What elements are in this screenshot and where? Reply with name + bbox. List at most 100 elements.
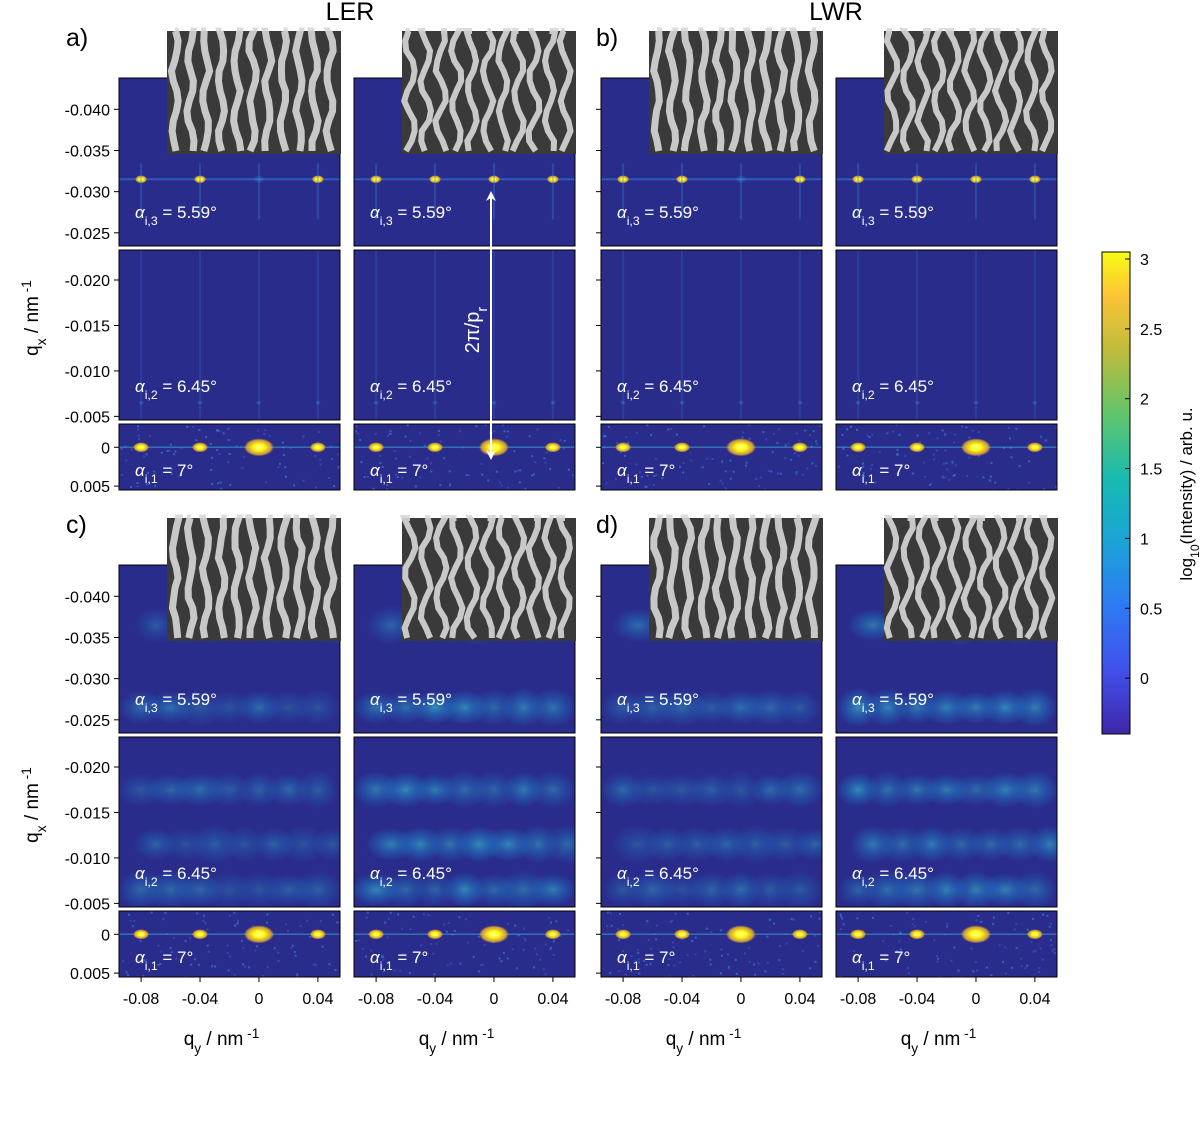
angle-label-part: i,3 [627, 214, 640, 228]
noise-pixel [1055, 426, 1057, 429]
noise-pixel [650, 434, 653, 437]
noise-pixel [196, 912, 199, 915]
noise-pixel [1042, 913, 1045, 916]
noise-pixel [273, 947, 276, 950]
sem-line [991, 28, 1010, 152]
noise-pixel [862, 475, 865, 478]
colorbar-tick-label: 2.5 [1140, 322, 1162, 339]
noise-pixel [868, 436, 871, 439]
bragg-peak [311, 175, 324, 184]
noise-pixel [994, 481, 997, 484]
noise-pixel [291, 944, 294, 947]
angle-label: αi,3 = 5.59° [617, 690, 699, 715]
noise-pixel [189, 937, 192, 940]
angle-label-part: = 5.59° [875, 203, 934, 222]
faint-peak [737, 400, 744, 406]
noise-pixel [989, 475, 992, 478]
noise-pixel [992, 916, 995, 919]
noise-pixel [604, 435, 607, 438]
noise-pixel [242, 963, 245, 966]
heatmap-content [601, 424, 822, 490]
noise-pixel [890, 924, 893, 927]
noise-pixel [617, 928, 620, 931]
noise-pixel [235, 444, 238, 447]
noise-pixel [514, 470, 517, 473]
noise-pixel [355, 425, 358, 428]
noise-pixel [1007, 426, 1010, 429]
noise-pixel [959, 975, 962, 977]
noise-pixel [932, 453, 935, 456]
angle-label-part: i,1 [380, 472, 393, 486]
noise-pixel [401, 927, 404, 930]
noise-pixel [544, 943, 547, 946]
noise-pixel [241, 467, 244, 470]
y-tick-label: -0.010 [65, 851, 110, 868]
noise-pixel [988, 479, 991, 482]
noise-pixel [315, 963, 318, 966]
diffuse-peak [312, 827, 340, 861]
angle-label-part: = 6.45° [640, 377, 699, 396]
noise-pixel [720, 954, 723, 957]
y-tick-label-part: 0 [101, 927, 110, 944]
noise-pixel [409, 440, 412, 443]
heatmap-background [601, 250, 822, 420]
y-tick-label: 0.005 [70, 966, 110, 983]
noise-pixel [355, 939, 358, 942]
noise-pixel [162, 918, 165, 921]
noise-pixel [856, 428, 859, 431]
noise-pixel [543, 457, 546, 460]
noise-pixel [772, 432, 775, 435]
noise-pixel [122, 960, 125, 963]
y-tick-label: 0 [101, 440, 110, 457]
colorbar [1101, 251, 1131, 735]
sem-line [898, 28, 916, 153]
noise-pixel [636, 948, 639, 951]
angle-label-part: α [617, 377, 628, 396]
diffuse-peak [1012, 870, 1057, 907]
heatmap-content [836, 424, 1057, 490]
noise-pixel [672, 941, 675, 944]
noise-pixel [563, 439, 566, 442]
noise-pixel [289, 447, 292, 450]
bragg-peak [243, 438, 274, 457]
noise-pixel [500, 960, 503, 963]
noise-pixel [896, 950, 899, 953]
heatmap-content [620, 250, 803, 420]
angle-label: αi,3 = 5.59° [370, 690, 452, 715]
noise-pixel [770, 470, 773, 473]
noise-pixel [1034, 949, 1037, 952]
faint-peak [914, 400, 921, 406]
angle-label-part: = 5.59° [393, 203, 452, 222]
noise-pixel [299, 924, 302, 927]
noise-pixel [896, 448, 899, 451]
heatmap-frame [600, 736, 823, 908]
noise-pixel [899, 948, 902, 951]
sem-line [914, 515, 932, 640]
angle-label: αi,2 = 6.45° [370, 864, 452, 889]
noise-pixel [532, 966, 535, 969]
bragg-peak [960, 438, 991, 457]
noise-pixel [779, 472, 782, 475]
heatmap-frame [353, 910, 576, 978]
noise-pixel [773, 922, 776, 925]
noise-pixel [423, 444, 426, 447]
noise-pixel [753, 963, 756, 966]
noise-pixel [957, 969, 960, 972]
noise-pixel [522, 927, 525, 930]
noise-pixel [605, 482, 608, 485]
sem-line [292, 27, 306, 152]
colorbar-label-part: log [1177, 558, 1196, 581]
noise-pixel [676, 433, 679, 436]
noise-pixel [195, 439, 198, 442]
noise-pixel [160, 451, 163, 454]
noise-pixel [878, 451, 881, 454]
noise-pixel [818, 917, 821, 920]
x-axis-label-part: y [676, 1041, 683, 1056]
noise-pixel [724, 470, 727, 473]
heatmap-background [836, 250, 1057, 420]
noise-pixel [518, 481, 521, 484]
noise-pixel [136, 485, 139, 488]
bragg-peak [615, 442, 632, 453]
noise-pixel [690, 459, 693, 462]
noise-pixel [184, 940, 187, 943]
